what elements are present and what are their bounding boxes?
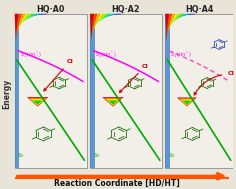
- Polygon shape: [105, 99, 121, 105]
- Polygon shape: [91, 14, 121, 21]
- Polygon shape: [91, 14, 104, 34]
- Text: $S_0$: $S_0$: [17, 151, 25, 160]
- Polygon shape: [91, 14, 117, 24]
- Polygon shape: [91, 14, 114, 26]
- Polygon shape: [167, 14, 194, 21]
- Polygon shape: [104, 98, 122, 106]
- Text: $S_1\,(nn^*)$: $S_1\,(nn^*)$: [95, 50, 117, 60]
- Text: CI: CI: [194, 71, 234, 95]
- Polygon shape: [27, 97, 48, 107]
- Polygon shape: [91, 14, 107, 31]
- Polygon shape: [16, 14, 28, 34]
- Polygon shape: [91, 14, 97, 39]
- Polygon shape: [16, 14, 35, 29]
- Polygon shape: [16, 14, 38, 26]
- Polygon shape: [91, 14, 124, 19]
- Polygon shape: [167, 14, 191, 24]
- Polygon shape: [167, 14, 197, 19]
- Polygon shape: [90, 14, 93, 41]
- Polygon shape: [167, 14, 181, 31]
- Polygon shape: [15, 14, 18, 41]
- Text: $S_1\,(nn^*)$: $S_1\,(nn^*)$: [170, 50, 192, 60]
- Bar: [90, 14, 162, 168]
- Polygon shape: [91, 14, 100, 36]
- Polygon shape: [16, 14, 49, 19]
- Polygon shape: [16, 14, 32, 31]
- Polygon shape: [29, 98, 47, 106]
- Polygon shape: [167, 14, 175, 36]
- Polygon shape: [16, 14, 25, 36]
- Polygon shape: [16, 14, 52, 16]
- Polygon shape: [102, 97, 124, 107]
- Polygon shape: [32, 100, 44, 105]
- Polygon shape: [167, 14, 185, 29]
- Text: $S_0$: $S_0$: [93, 151, 100, 160]
- Polygon shape: [181, 100, 193, 105]
- Text: $S_1\,(nn^*)$: $S_1\,(nn^*)$: [20, 50, 41, 60]
- Text: HQ·A0: HQ·A0: [36, 5, 65, 14]
- Text: CI: CI: [119, 64, 149, 93]
- Text: HQ·A2: HQ·A2: [112, 5, 140, 14]
- Polygon shape: [107, 100, 119, 105]
- Polygon shape: [180, 99, 194, 105]
- Polygon shape: [167, 14, 188, 26]
- Polygon shape: [177, 98, 197, 106]
- Polygon shape: [183, 101, 191, 104]
- Bar: [15, 14, 87, 168]
- Polygon shape: [178, 98, 195, 106]
- Text: $S_0$: $S_0$: [168, 151, 176, 160]
- Polygon shape: [91, 14, 127, 16]
- Polygon shape: [167, 14, 178, 34]
- Polygon shape: [16, 14, 42, 24]
- Polygon shape: [167, 14, 172, 39]
- Bar: [15, 14, 19, 168]
- Text: CI: CI: [44, 59, 73, 91]
- Polygon shape: [109, 101, 117, 105]
- Polygon shape: [91, 14, 110, 29]
- Polygon shape: [167, 14, 200, 16]
- Polygon shape: [16, 14, 21, 39]
- Polygon shape: [165, 14, 169, 41]
- Bar: [90, 14, 95, 168]
- Bar: [165, 14, 170, 168]
- Polygon shape: [30, 99, 45, 105]
- Polygon shape: [16, 14, 45, 21]
- Text: Energy: Energy: [2, 78, 11, 109]
- Text: Reaction Coordinate [HD/HT]: Reaction Coordinate [HD/HT]: [54, 179, 180, 187]
- Polygon shape: [33, 101, 42, 105]
- Text: HQ·A4: HQ·A4: [185, 5, 213, 14]
- Bar: [165, 14, 233, 168]
